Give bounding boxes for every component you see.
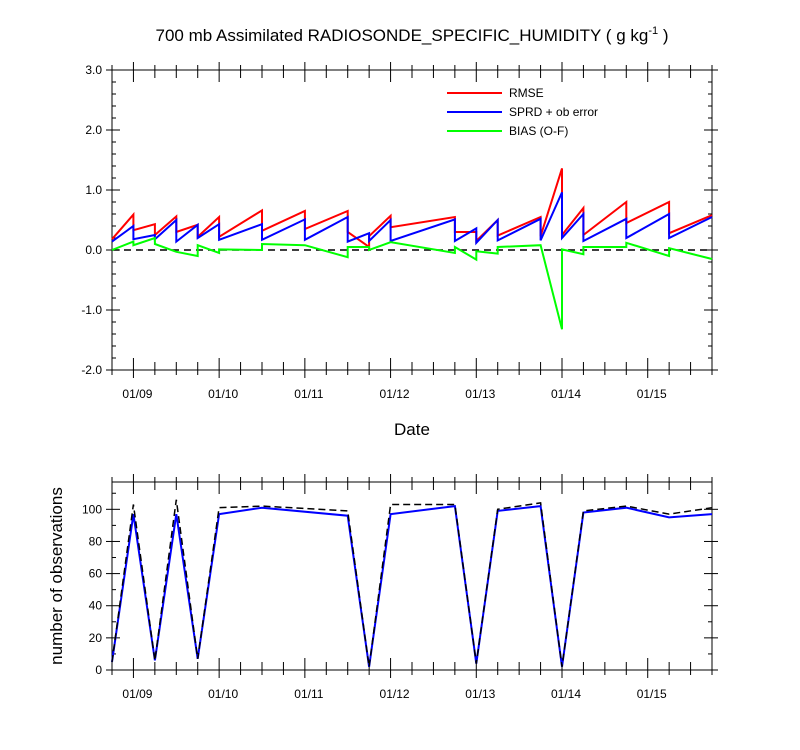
top-legend-label-1: SPRD + ob error (509, 105, 598, 119)
bottom-x-tick-label: 01/12 (380, 687, 410, 701)
bottom-chart: 100 80 60 40 20 0 01/09 01/10 01/11 01/12 01/13 01/… (82, 474, 718, 701)
top-series-sprd-ob-error (111, 191, 713, 246)
top-x-tick-label: 01/11 (294, 387, 323, 401)
title-main: 700 mb Assimilated RADIOSONDE_SPECIFIC_H… (156, 26, 649, 45)
top-y-tick-label: -2.0 (81, 363, 102, 377)
top-legend-label-2: BIAS (O-F) (509, 124, 568, 138)
top-x-axis-title: Date (394, 420, 430, 439)
bottom-y-tick-label: 20 (89, 631, 103, 645)
bottom-y-axis-title: number of observations (47, 487, 66, 665)
bottom-x-tick-label: 01/10 (208, 687, 238, 701)
bottom-series-used-observations (111, 504, 713, 667)
top-y-tick-label: -1.0 (81, 303, 102, 317)
bottom-x-tick-label: 01/13 (465, 687, 495, 701)
bottom-x-tick-label: 01/09 (122, 687, 152, 701)
top-x-tick-label: 01/13 (465, 387, 495, 401)
top-x-tick-label: 01/12 (380, 387, 410, 401)
bottom-x-tick-label: 01/14 (551, 687, 581, 701)
top-x-tick-label: 01/15 (637, 387, 667, 401)
top-chart: 3.0 2.0 1.0 0.0 -1.0 -2.0 01/09 01/10 01/11 01/12… (81, 62, 718, 401)
top-series-bias-o-f (111, 236, 713, 330)
title-superscript: -1 (648, 25, 658, 37)
top-chart-title: 700 mb Assimilated RADIOSONDE_SPECIFIC_H… (156, 25, 669, 45)
top-series-rmse (111, 168, 713, 249)
top-x-tick-label: 01/14 (551, 387, 581, 401)
top-y-tick-label: 3.0 (85, 63, 102, 77)
bottom-x-tick-label: 01/11 (294, 687, 323, 701)
bottom-x-tick-label: 01/15 (637, 687, 667, 701)
bottom-y-tick-label: 40 (89, 599, 103, 613)
bottom-y-tick-label: 80 (89, 534, 103, 548)
title-suffix: ) (658, 26, 668, 45)
bottom-plot-frame (111, 481, 713, 671)
bottom-series-total-observations (111, 499, 713, 667)
bottom-y-tick-label: 0 (95, 663, 102, 677)
top-y-tick-label: 2.0 (85, 123, 102, 137)
bottom-y-tick-label: 60 (89, 567, 103, 581)
top-y-tick-label: 1.0 (85, 183, 102, 197)
top-x-tick-label: 01/10 (208, 387, 238, 401)
bottom-y-tick-label: 100 (82, 502, 102, 516)
top-x-tick-label: 01/09 (122, 387, 152, 401)
top-y-tick-label: 0.0 (85, 243, 102, 257)
top-legend-label-0: RMSE (509, 86, 544, 100)
